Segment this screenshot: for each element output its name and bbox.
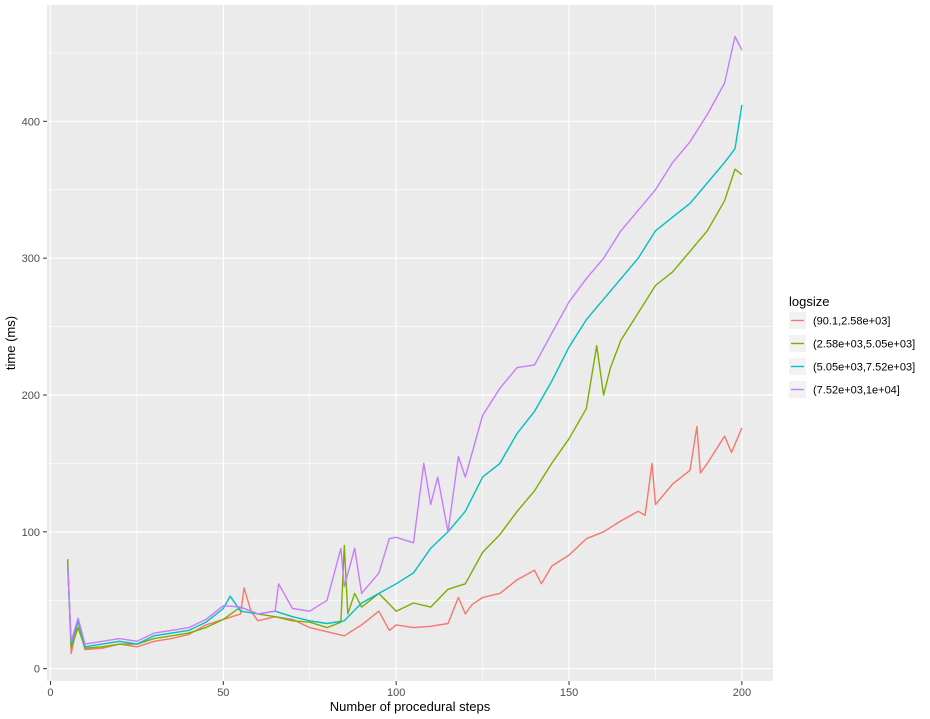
x-tick-label: 200 [733, 687, 751, 699]
y-tick-label: 300 [22, 253, 40, 265]
series-lines [67, 35, 743, 655]
y-axis-ticks: 0 100 200 300 400 [22, 116, 47, 676]
series-line-1 [67, 425, 743, 655]
x-tick-label: 0 [47, 687, 53, 699]
minor-gridlines [47, 5, 773, 681]
y-tick-label: 100 [22, 527, 40, 539]
legend-item: (2.58e+03,5.05e+03] [789, 335, 915, 352]
y-tick-label: 0 [34, 664, 40, 676]
x-tick-label: 150 [560, 687, 578, 699]
x-tick-label: 50 [217, 687, 229, 699]
x-axis-ticks: 0 50 100 150 200 [47, 681, 751, 699]
y-tick-label: 200 [22, 390, 40, 402]
major-gridlines [47, 5, 773, 681]
legend-item: (5.05e+03,7.52e+03] [789, 358, 915, 375]
legend-label: (2.58e+03,5.05e+03] [813, 339, 915, 351]
legend-items: (90.1,2.58e+03] (2.58e+03,5.05e+03] (5.05e… [789, 312, 915, 398]
legend-label: (7.52e+03,1e+04] [813, 385, 900, 397]
plot-panel [47, 5, 773, 681]
y-axis-title: time (ms) [3, 316, 18, 370]
legend-item: (7.52e+03,1e+04] [789, 381, 900, 398]
legend-title: logsize [789, 294, 829, 309]
legend-item: (90.1,2.58e+03] [789, 312, 890, 329]
x-axis-title: Number of procedural steps [330, 699, 491, 714]
series-line-2 [67, 168, 743, 649]
y-tick-label: 400 [22, 116, 40, 128]
legend-label: (5.05e+03,7.52e+03] [813, 362, 915, 374]
x-tick-label: 100 [387, 687, 405, 699]
legend-label: (90.1,2.58e+03] [813, 316, 890, 328]
series-line-4 [67, 35, 743, 645]
series-line-3 [67, 104, 743, 648]
legend: logsize (90.1,2.58e+03] (2.58e+03,5.05e+0… [789, 294, 915, 398]
